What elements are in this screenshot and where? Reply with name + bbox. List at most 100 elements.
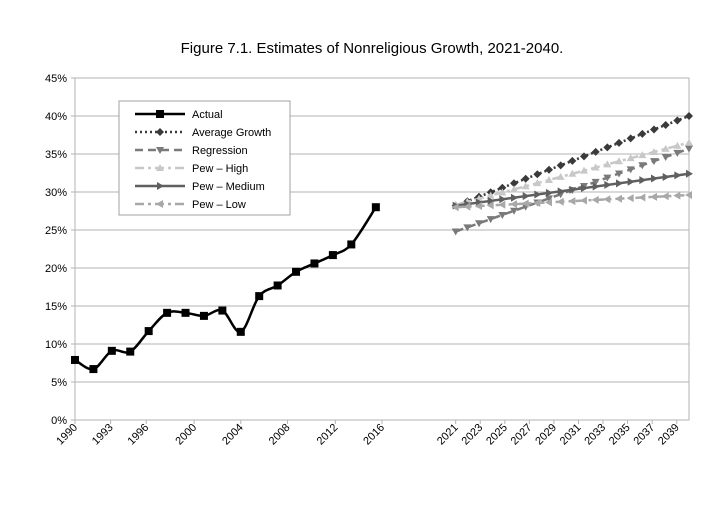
data-point-actual xyxy=(163,308,172,317)
data-point-pew-medium xyxy=(627,177,635,186)
x-tick-label: 2025 xyxy=(484,422,510,448)
legend-item-regression: Regression xyxy=(135,145,248,157)
y-tick-label: 0% xyxy=(51,415,67,427)
data-point-pew-low xyxy=(521,199,529,208)
data-point-actual xyxy=(347,240,356,249)
data-point-actual xyxy=(181,308,190,317)
legend-swatch-marker xyxy=(156,128,164,136)
data-point-average-growth xyxy=(626,134,635,143)
legend-item-actual: Actual xyxy=(135,109,223,121)
data-point-regression xyxy=(451,228,460,236)
data-point-pew-high xyxy=(650,147,659,155)
data-point-pew-high xyxy=(603,160,612,168)
data-point-pew-high xyxy=(661,144,670,152)
legend-label: Average Growth xyxy=(192,127,271,139)
legend: Actual Average Growth Regression Pew – High… xyxy=(118,100,291,216)
data-point-pew-low xyxy=(451,203,459,212)
data-point-pew-medium xyxy=(569,185,577,194)
data-point-pew-high xyxy=(580,166,589,174)
data-point-pew-medium xyxy=(522,192,530,201)
data-point-regression xyxy=(626,166,635,174)
data-point-pew-low xyxy=(650,192,658,201)
data-point-average-growth xyxy=(661,120,670,129)
data-point-average-growth xyxy=(638,129,647,138)
x-tick-label: 1993 xyxy=(90,422,116,448)
series-pew-medium xyxy=(452,169,693,210)
y-tick-label: 30% xyxy=(45,187,67,199)
data-point-pew-medium xyxy=(534,190,542,199)
data-point-pew-low xyxy=(661,192,669,201)
legend-swatch-marker xyxy=(156,200,163,208)
data-point-actual xyxy=(328,251,337,260)
data-point-average-growth xyxy=(603,143,612,152)
data-point-pew-medium xyxy=(546,188,554,197)
x-tick-label: 1996 xyxy=(126,422,152,448)
y-tick-label: 45% xyxy=(45,73,67,85)
data-point-pew-high xyxy=(556,172,565,180)
data-point-actual xyxy=(255,292,264,301)
data-point-actual xyxy=(199,311,208,320)
data-point-pew-low xyxy=(591,195,599,204)
data-point-regression xyxy=(685,145,693,153)
data-point-pew-low xyxy=(498,200,506,209)
legend-box xyxy=(118,100,291,216)
series-actual xyxy=(71,203,380,374)
data-point-pew-low xyxy=(486,201,494,210)
data-point-pew-medium xyxy=(499,195,507,204)
data-point-pew-low xyxy=(580,196,588,205)
data-point-actual xyxy=(144,327,153,336)
series-line-actual xyxy=(74,206,377,371)
data-point-pew-high xyxy=(533,179,542,187)
data-point-pew-low xyxy=(545,198,553,207)
legend-swatch-marker xyxy=(156,110,164,118)
legend-item-pew-medium: Pew – Medium xyxy=(135,181,265,193)
x-tick-label: 2012 xyxy=(315,422,341,448)
legend-item-pew-low: Pew – Low xyxy=(135,199,246,211)
data-point-regression xyxy=(463,224,472,232)
data-point-average-growth xyxy=(673,116,682,125)
data-point-regression xyxy=(498,211,507,219)
x-tick-label: 2029 xyxy=(533,422,559,448)
x-tick-label: 2039 xyxy=(656,422,682,448)
data-point-regression xyxy=(615,170,624,178)
data-point-pew-medium xyxy=(581,184,589,193)
data-point-pew-medium xyxy=(616,179,624,188)
data-point-pew-low xyxy=(673,191,681,200)
legend-label: Actual xyxy=(192,109,223,121)
data-point-pew-low xyxy=(568,197,576,206)
data-point-regression xyxy=(638,162,647,170)
data-point-pew-high xyxy=(510,185,519,193)
y-tick-label: 40% xyxy=(45,111,67,123)
series-line-pew-low xyxy=(455,193,690,209)
data-point-pew-medium xyxy=(674,171,682,180)
x-tick-label: 2037 xyxy=(631,422,657,448)
data-point-pew-high xyxy=(486,191,495,199)
data-point-actual xyxy=(89,365,98,374)
y-tick-label: 5% xyxy=(51,377,67,389)
y-tick-label: 25% xyxy=(45,225,67,237)
x-tick-label: 2004 xyxy=(220,422,246,448)
legend-label: Pew – Medium xyxy=(192,181,265,193)
data-point-actual xyxy=(292,267,301,276)
data-point-pew-low xyxy=(638,193,646,202)
data-point-pew-low xyxy=(556,197,564,206)
data-point-pew-high xyxy=(685,138,693,146)
x-tick-label: 2000 xyxy=(173,422,199,448)
data-point-pew-high xyxy=(498,188,507,196)
data-point-average-growth xyxy=(556,161,565,170)
y-tick-label: 10% xyxy=(45,339,67,351)
chart-title: Figure 7.1. Estimates of Nonreligious Gr… xyxy=(180,40,564,57)
data-point-regression xyxy=(603,174,612,182)
x-tick-label: 2035 xyxy=(607,422,633,448)
data-point-pew-low xyxy=(626,194,634,203)
data-point-actual xyxy=(126,347,135,356)
data-point-actual xyxy=(71,355,79,364)
y-tick-label: 15% xyxy=(45,301,67,313)
data-point-regression xyxy=(510,207,519,215)
data-point-actual xyxy=(371,203,380,212)
data-point-regression xyxy=(545,195,554,203)
x-tick-label: 2021 xyxy=(435,422,461,448)
data-point-pew-low xyxy=(510,200,518,209)
data-point-pew-high xyxy=(615,157,624,165)
